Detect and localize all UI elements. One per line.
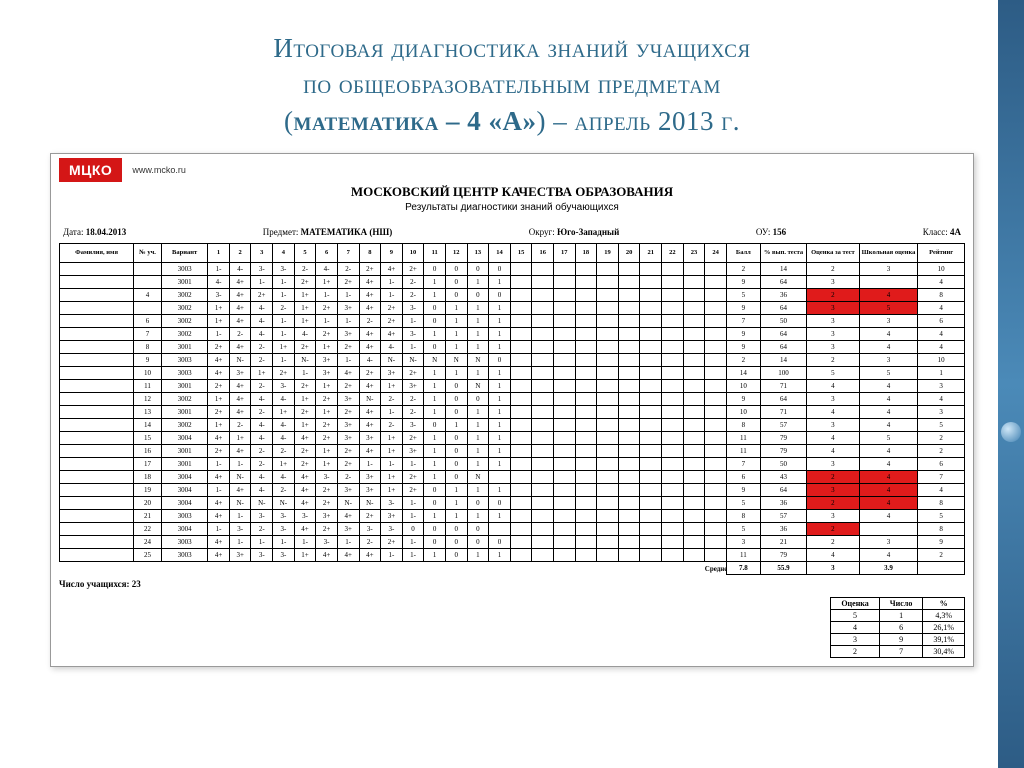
org-sub: Результаты диагностики знаний обучающихс…: [59, 202, 965, 213]
meta-row: Дата: 18.04.2013 Предмет: МАТЕМАТИКА (НШ…: [63, 227, 961, 237]
slide-title: Итоговая диагностика знаний учащихся по …: [50, 30, 974, 139]
student-count: Число учащихся: 23: [59, 579, 141, 589]
summary-table: ОценкаЧисло%514,3%4626,1%3939,1%2730,4%: [830, 597, 965, 658]
url: www.mcko.ru: [132, 165, 186, 175]
results-table: Фамилия, имя№ уч.Вариант1234567891011121…: [59, 243, 965, 575]
org-title: МОСКОВСКИЙ ЦЕНТР КАЧЕСТВА ОБРАЗОВАНИЯ: [59, 184, 965, 200]
mcko-logo: МЦКО: [59, 158, 122, 182]
report-box: МЦКО www.mcko.ru МОСКОВСКИЙ ЦЕНТР КАЧЕСТ…: [50, 153, 974, 667]
side-decoration: [998, 0, 1024, 768]
